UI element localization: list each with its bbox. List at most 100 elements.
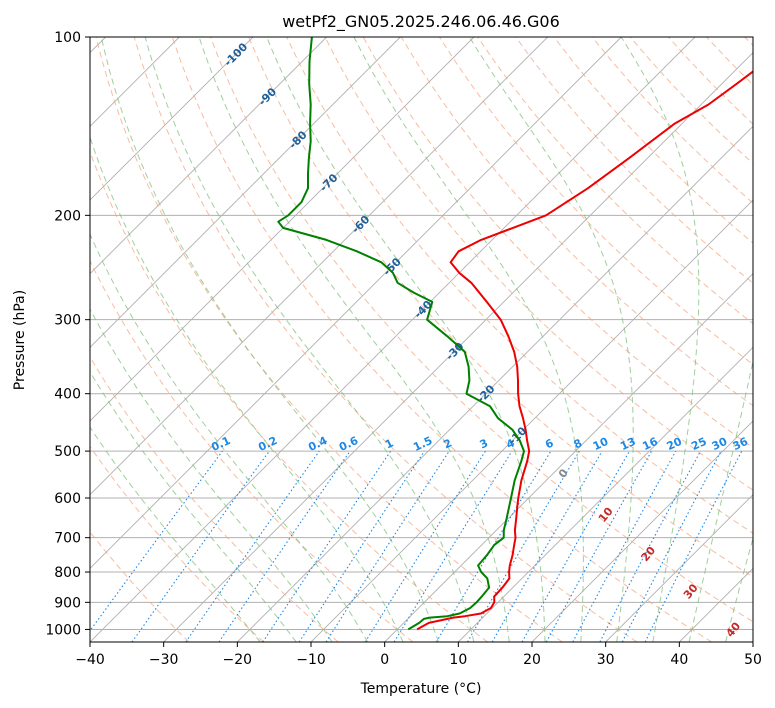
moist-adiabat-line [90, 308, 333, 642]
mixing-ratio-line [644, 450, 743, 642]
y-tick-label: 600 [54, 491, 81, 507]
dry-adiabat-line [706, 37, 753, 86]
mixing-ratio-label: 6 [543, 436, 556, 451]
x-tick-label: 30 [597, 652, 615, 668]
mixing-ratio-line [521, 450, 630, 642]
x-axis: −40 −30 −20 −10 0 10 20 30 40 50 [75, 642, 762, 668]
y-tick-label: 300 [54, 313, 81, 329]
mixing-ratio-label: 2 [442, 436, 454, 451]
isotherm-line [163, 52, 753, 642]
isotherm-line [605, 494, 753, 642]
y-tick-label: 100 [54, 30, 81, 46]
isotherm-line [90, 37, 622, 569]
x-tick-label: 50 [744, 652, 762, 668]
mixing-ratio-line [185, 450, 320, 642]
dry-adiabat-line [95, 37, 563, 642]
dry-adiabat-line [90, 445, 264, 642]
moist-adiabat-line [90, 426, 261, 642]
y-tick-label: 500 [54, 444, 81, 460]
y-tick-label: 400 [54, 387, 81, 403]
dry-adiabat-line [515, 37, 753, 284]
mixing-ratio-label: 3 [478, 436, 490, 451]
mixing-ratio-line [90, 450, 223, 632]
y-tick-label: 900 [54, 595, 81, 611]
isotherm-line [90, 37, 327, 275]
moist-adiabat-line [144, 37, 475, 642]
dry-adiabat-line [171, 37, 712, 642]
mixing-ratio-label: 10 [591, 435, 611, 453]
moist-adiabat-line [100, 37, 439, 642]
dry-adiabat-line [90, 259, 414, 642]
moist-adiabat-line [725, 536, 753, 642]
mixing-ratio-label: 20 [665, 435, 685, 453]
background-lines [90, 37, 753, 642]
mixing-ratio-line [545, 450, 653, 642]
isotherm-line [310, 199, 753, 642]
x-tick-label: 40 [670, 652, 688, 668]
mixing-ratio-label: 36 [731, 435, 751, 453]
chart-title: wetPf2_GN05.2025.246.06.46.G06 [282, 12, 560, 32]
dry-adiabat-line [133, 37, 638, 642]
dry-adiabat-line [210, 37, 753, 623]
moist-adiabat-line [353, 37, 584, 642]
isotherm-line [90, 37, 254, 201]
y-tick-label: 1000 [45, 622, 81, 638]
dry-adiabat-line [90, 531, 190, 642]
x-tick-label: −20 [223, 652, 253, 668]
isotherm-label: -90 [256, 85, 279, 108]
x-tick-label: 0 [380, 652, 389, 668]
moist-adiabat-line [90, 232, 369, 642]
isotherm-line [90, 37, 401, 348]
isotherm-line [90, 37, 475, 422]
mixing-ratio-line [262, 450, 392, 642]
mixing-ratio-line [325, 450, 450, 642]
isotherm-line [90, 37, 548, 496]
moist-adiabat-label: 10 [596, 505, 616, 525]
isotherm-line [679, 567, 753, 642]
isotherm-label: -50 [381, 255, 404, 278]
y-axis-label: Pressure (hPa) [12, 290, 28, 390]
moist-adiabat-label: 30 [681, 581, 701, 601]
mixing-ratio-label: 16 [640, 435, 660, 453]
isotherm-line [458, 346, 753, 642]
dry-adiabat-line [591, 37, 753, 204]
moist-adiabat-line [620, 37, 700, 642]
mixing-ratio-line [572, 450, 677, 642]
isotherm-line [531, 420, 753, 642]
x-tick-label: −10 [296, 652, 326, 668]
moist-adiabat-label: 20 [638, 544, 658, 564]
moist-adiabat-line [266, 37, 546, 642]
mixing-ratio-line [131, 450, 270, 642]
temperature-profile [416, 70, 753, 631]
mixing-ratio-label: 25 [689, 435, 708, 453]
dry-adiabat-line [286, 37, 753, 534]
isotherm-line [752, 641, 753, 642]
y-tick-label: 200 [54, 208, 81, 224]
dry-adiabat-line [668, 37, 753, 125]
x-tick-label: 20 [523, 652, 541, 668]
dry-adiabat-line [324, 37, 753, 491]
isotherm-label: -80 [286, 128, 309, 151]
isotherm-label: -60 [349, 213, 372, 236]
x-axis-label: Temperature (°C) [360, 681, 482, 697]
mixing-ratio-line [298, 450, 425, 642]
plot-frame [89, 36, 754, 643]
y-tick-label: 800 [54, 565, 81, 581]
isotherm-line [90, 37, 696, 642]
dry-adiabat-line [248, 37, 753, 578]
dewpoint-profile [277, 37, 525, 631]
x-tick-label: −30 [149, 652, 179, 668]
dry-adiabat-line [90, 150, 488, 642]
isotherm-label: -20 [474, 382, 497, 405]
moist-adiabat-line [90, 370, 297, 642]
mixing-ratio-label: 13 [618, 435, 637, 453]
mixing-ratio-label: 30 [710, 435, 730, 453]
x-tick-label: 10 [449, 652, 467, 668]
dry-adiabat-line [90, 356, 339, 642]
moist-adiabat-line [469, 37, 634, 642]
x-tick-label: −40 [75, 652, 105, 668]
profiles [277, 37, 753, 631]
moist-adiabat-line [90, 135, 404, 642]
mixing-ratio-line [393, 450, 513, 642]
y-axis: 100 200 300 400 500 600 700 800 900 1000 [45, 30, 90, 638]
